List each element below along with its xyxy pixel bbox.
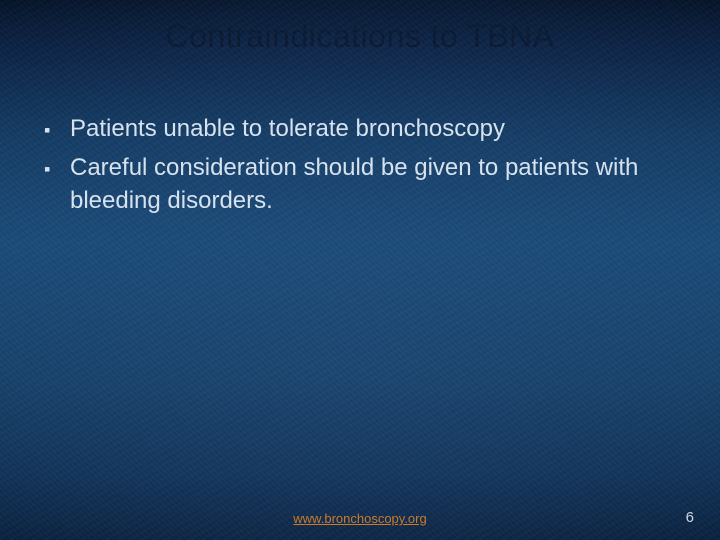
bullet-icon: ▪ (44, 151, 70, 186)
list-item: ▪ Patients unable to tolerate bronchosco… (44, 112, 680, 147)
footer-link[interactable]: www.bronchoscopy.org (0, 511, 720, 526)
bullet-icon: ▪ (44, 112, 70, 147)
slide-body: ▪ Patients unable to tolerate bronchosco… (44, 112, 680, 221)
bullet-text: Careful consideration should be given to… (70, 151, 680, 217)
slide: Contraindications to TBNA ▪ Patients una… (0, 0, 720, 540)
bullet-text: Patients unable to tolerate bronchoscopy (70, 112, 680, 145)
slide-title: Contraindications to TBNA (0, 18, 720, 55)
page-number: 6 (686, 509, 694, 526)
list-item: ▪ Careful consideration should be given … (44, 151, 680, 217)
